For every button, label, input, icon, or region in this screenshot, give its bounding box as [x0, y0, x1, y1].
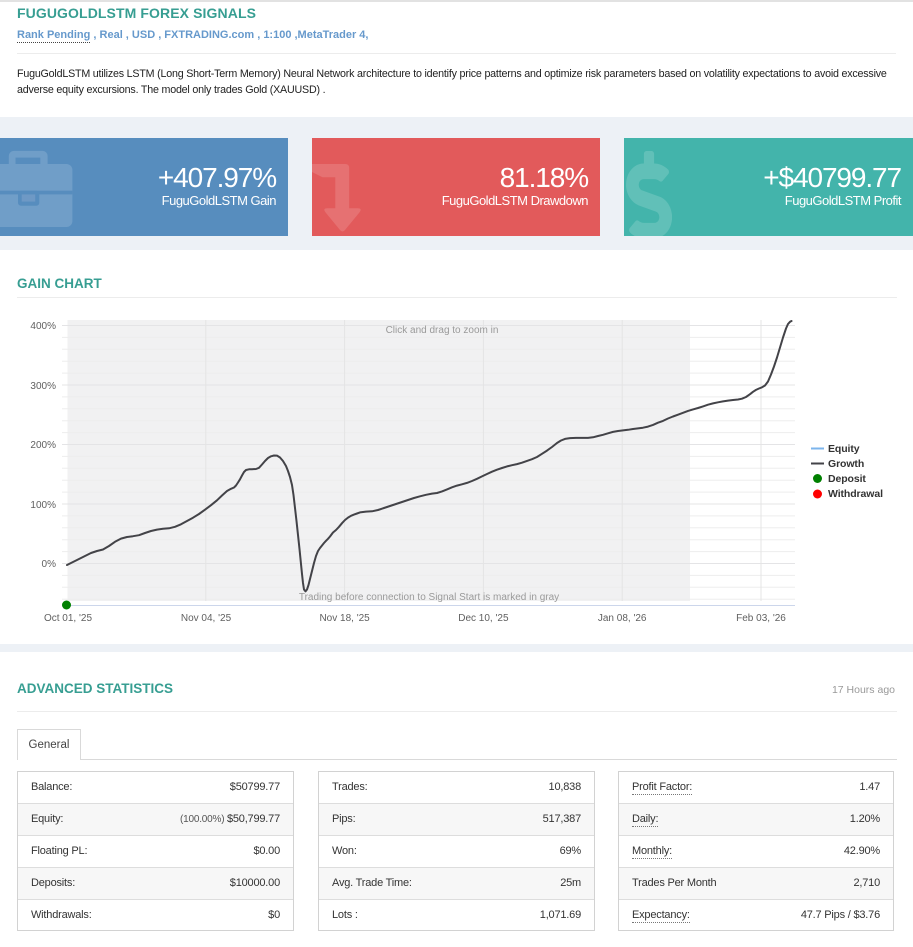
svg-text:Growth: Growth — [828, 458, 864, 470]
svg-text:200%: 200% — [30, 440, 56, 451]
svg-text:Withdrawal: Withdrawal — [828, 488, 883, 500]
svg-text:0%: 0% — [42, 559, 57, 570]
svg-text:Nov 18, '25: Nov 18, '25 — [319, 613, 370, 624]
svg-text:Dec 10, '25: Dec 10, '25 — [458, 613, 509, 624]
svg-text:400%: 400% — [30, 321, 56, 332]
svg-text:Click and drag to zoom in: Click and drag to zoom in — [386, 325, 499, 336]
svg-text:100%: 100% — [30, 500, 56, 511]
svg-text:Feb 03, '26: Feb 03, '26 — [736, 613, 786, 624]
svg-text:Oct 01, '25: Oct 01, '25 — [44, 613, 92, 624]
svg-text:Trading before connection to S: Trading before connection to Signal Star… — [299, 592, 559, 603]
svg-text:Jan 08, '26: Jan 08, '26 — [598, 613, 647, 624]
svg-text:Nov 04, '25: Nov 04, '25 — [181, 613, 232, 624]
svg-text:Equity: Equity — [828, 443, 860, 455]
svg-text:300%: 300% — [30, 381, 56, 392]
svg-text:Deposit: Deposit — [828, 473, 866, 485]
